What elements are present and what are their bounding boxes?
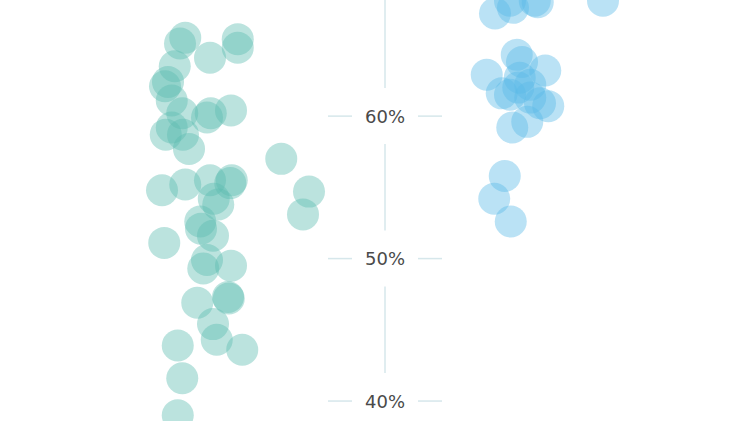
tick-mark [418, 115, 442, 117]
axis-line [384, 0, 386, 88]
point [514, 69, 546, 101]
tick-mark [328, 258, 352, 260]
chart: 40% 50% 60% [0, 0, 750, 421]
series [471, 0, 619, 238]
point [265, 143, 297, 175]
tick-mark [328, 400, 352, 402]
point [162, 329, 194, 361]
plot-area [146, 0, 619, 421]
axis-line [384, 287, 386, 373]
point [162, 399, 194, 421]
point [148, 227, 180, 259]
y-axis: 40% 50% 60% [328, 0, 442, 421]
point [226, 334, 258, 366]
tick-label: 50% [365, 248, 405, 269]
axis-line [384, 144, 386, 230]
point [173, 133, 205, 165]
point [522, 0, 554, 18]
tick-label: 40% [365, 391, 405, 412]
point [287, 198, 319, 230]
point [511, 106, 543, 138]
point [587, 0, 619, 17]
point [187, 253, 219, 285]
point [194, 42, 226, 74]
point [166, 362, 198, 394]
series [146, 22, 325, 421]
point [222, 32, 254, 64]
point [495, 206, 527, 238]
tick-mark [418, 258, 442, 260]
tick-mark [418, 400, 442, 402]
tick-mark [328, 115, 352, 117]
point [212, 281, 244, 313]
tick-label: 60% [365, 106, 405, 127]
point [215, 250, 247, 282]
